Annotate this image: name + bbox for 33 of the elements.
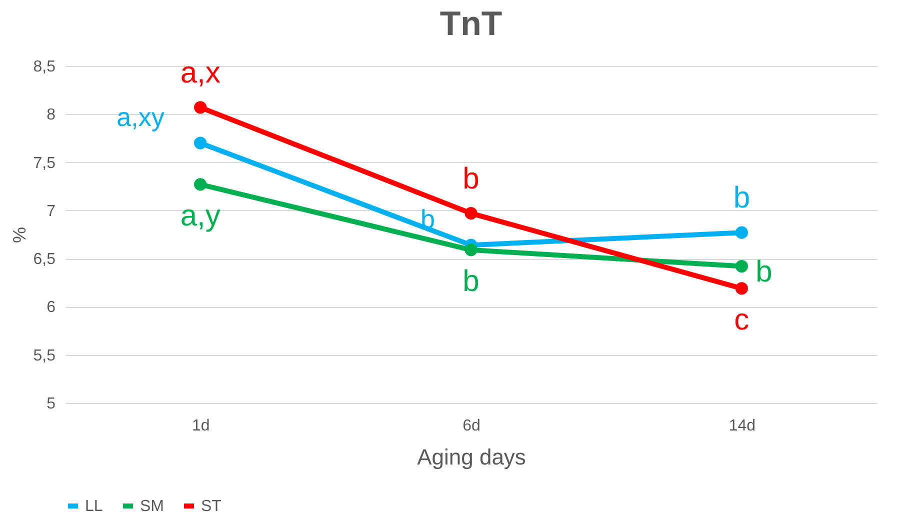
y-tick-label: 8,5 <box>33 58 56 76</box>
y-tick-label: 7,5 <box>33 154 56 172</box>
point <box>464 244 478 256</box>
annotation: b <box>733 182 750 215</box>
legend-label: ST <box>201 498 222 515</box>
y-tick-label: 6,5 <box>33 251 56 268</box>
y-tick-label: 8 <box>46 106 56 124</box>
annotation: a,xy <box>116 102 164 132</box>
x-tick-label: 1d <box>192 418 210 434</box>
legend-label: SM <box>140 498 164 515</box>
annotation: c <box>734 303 750 336</box>
point <box>735 260 748 273</box>
y-tick-label: 5,5 <box>33 347 56 364</box>
annotation: a,y <box>180 199 220 232</box>
point <box>735 226 748 239</box>
y-tick-label: 7 <box>46 202 56 220</box>
y-tick-label: 6 <box>46 299 56 316</box>
annotation: b <box>462 264 480 298</box>
x-axis-title: Aging days <box>417 444 526 470</box>
annotation: b <box>756 255 772 288</box>
x-tick-label: 6d <box>462 418 480 434</box>
annotation: b <box>462 162 480 196</box>
point <box>464 207 478 220</box>
point <box>735 282 748 295</box>
legend-label: LL <box>85 498 103 515</box>
x-tick-label: 14d <box>728 418 756 434</box>
point <box>194 101 207 114</box>
chart-title: TnT <box>440 5 502 43</box>
y-axis-title: % <box>9 226 30 244</box>
y-tick-label: 5 <box>46 396 56 412</box>
annotation: a,x <box>180 56 220 90</box>
point <box>194 136 207 150</box>
point <box>194 178 207 191</box>
